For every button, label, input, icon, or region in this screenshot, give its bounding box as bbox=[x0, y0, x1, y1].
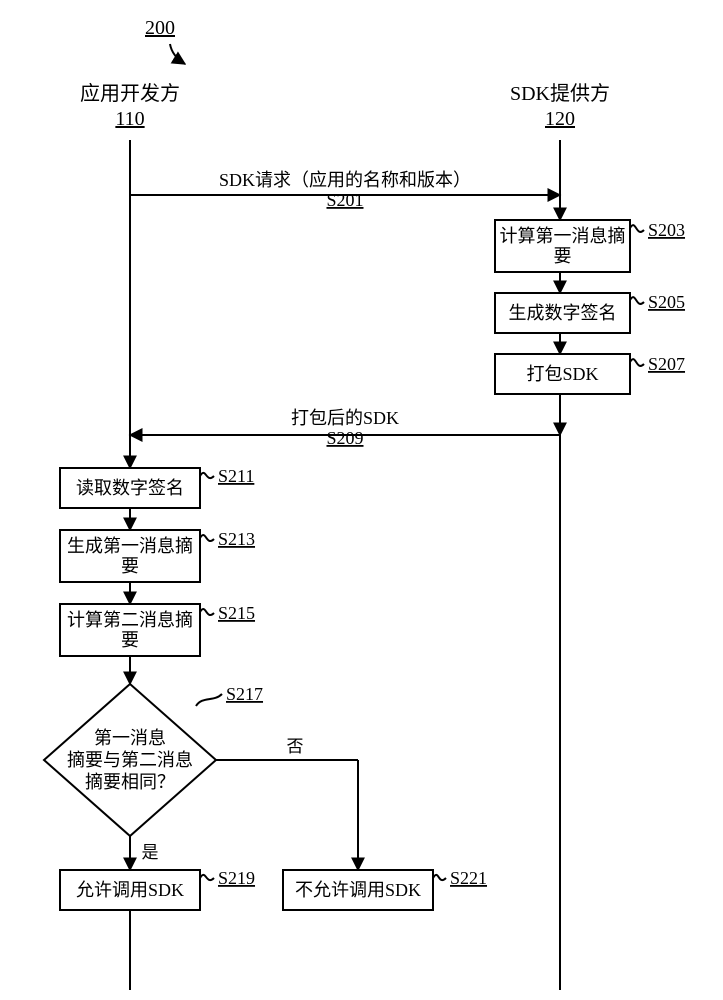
svg-text:S215: S215 bbox=[218, 603, 255, 623]
lane-left-id: 110 bbox=[115, 108, 144, 130]
svg-text:S221: S221 bbox=[450, 868, 487, 888]
box-S211: 读取数字签名 bbox=[60, 468, 200, 508]
svg-text:要: 要 bbox=[121, 630, 139, 650]
callout-S211: S211 bbox=[200, 466, 254, 486]
callout-S203: S203 bbox=[630, 220, 685, 240]
svg-text:生成数字签名: 生成数字签名 bbox=[509, 303, 617, 323]
svg-text:S203: S203 bbox=[648, 220, 685, 240]
callout-S217: S217 bbox=[196, 684, 263, 706]
message-S201: SDK请求（应用的名称和版本）S201 bbox=[130, 170, 560, 210]
svg-text:S209: S209 bbox=[326, 428, 363, 448]
callout-S207: S207 bbox=[630, 354, 685, 374]
svg-text:要: 要 bbox=[121, 556, 139, 576]
decision-S217: 第一消息摘要与第二消息摘要相同？ bbox=[44, 684, 216, 836]
edge-label-否: 否 bbox=[287, 737, 304, 756]
callout-S213: S213 bbox=[200, 529, 255, 549]
svg-text:计算第二消息摘: 计算第二消息摘 bbox=[67, 610, 193, 630]
svg-text:不允许调用SDK: 不允许调用SDK bbox=[295, 880, 421, 900]
svg-text:SDK请求（应用的名称和版本）: SDK请求（应用的名称和版本） bbox=[219, 170, 471, 190]
svg-text:允许调用SDK: 允许调用SDK bbox=[76, 880, 184, 900]
svg-text:S205: S205 bbox=[648, 292, 685, 312]
lane-right-title: SDK提供方 bbox=[510, 82, 610, 105]
svg-text:S219: S219 bbox=[218, 868, 255, 888]
callout-S219: S219 bbox=[200, 868, 255, 888]
callout-S221: S221 bbox=[433, 868, 487, 888]
box-S213: 生成第一消息摘要 bbox=[60, 530, 200, 582]
svg-text:摘要相同？: 摘要相同？ bbox=[85, 772, 175, 792]
box-S219: 允许调用SDK bbox=[60, 870, 200, 910]
lane-left-title: 应用开发方 bbox=[80, 82, 180, 105]
svg-text:S201: S201 bbox=[326, 190, 363, 210]
box-S203: 计算第一消息摘要 bbox=[495, 220, 630, 272]
svg-text:读取数字签名: 读取数字签名 bbox=[76, 478, 184, 498]
svg-text:生成第一消息摘: 生成第一消息摘 bbox=[67, 536, 193, 556]
svg-text:计算第一消息摘: 计算第一消息摘 bbox=[500, 226, 626, 246]
svg-text:打包后的SDK: 打包后的SDK bbox=[291, 408, 399, 428]
svg-text:S217: S217 bbox=[226, 684, 263, 704]
svg-text:打包SDK: 打包SDK bbox=[526, 364, 598, 384]
box-S221: 不允许调用SDK bbox=[283, 870, 433, 910]
svg-text:第一消息: 第一消息 bbox=[94, 728, 166, 748]
svg-text:S211: S211 bbox=[218, 466, 254, 486]
box-S215: 计算第二消息摘要 bbox=[60, 604, 200, 656]
svg-text:S213: S213 bbox=[218, 529, 255, 549]
lane-right-id: 120 bbox=[545, 108, 575, 130]
message-S209: 打包后的SDKS209 bbox=[130, 408, 560, 448]
edge-label-是: 是 bbox=[142, 843, 159, 862]
callout-S215: S215 bbox=[200, 603, 255, 623]
svg-text:要: 要 bbox=[554, 246, 572, 266]
figure-arrow bbox=[170, 44, 185, 64]
svg-text:摘要与第二消息: 摘要与第二消息 bbox=[67, 750, 193, 770]
figure-number: 200 bbox=[145, 17, 175, 39]
box-S207: 打包SDK bbox=[495, 354, 630, 394]
box-S205: 生成数字签名 bbox=[495, 293, 630, 333]
callout-S205: S205 bbox=[630, 292, 685, 312]
svg-text:S207: S207 bbox=[648, 354, 685, 374]
